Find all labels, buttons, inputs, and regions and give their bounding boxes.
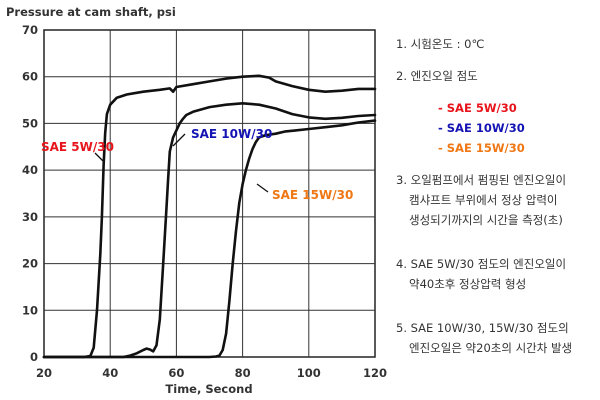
- x-tick-label-4: 100: [297, 366, 321, 380]
- series-10w30-leader: [172, 133, 186, 147]
- x-axis-label: Time, Second: [165, 382, 252, 396]
- note-measurement-line3: 생성되기까지의 시간을 측정(초): [409, 213, 563, 227]
- series-5w30-line: [42, 74, 377, 359]
- note-10w-15w-result-line2: 엔진오일은 약20초의 시간차 발생: [409, 341, 573, 355]
- notes-panel: 1. 시험온도 : 0℃ 2. 엔진오일 점도 - SAE 5W/30 - SA…: [396, 34, 596, 358]
- x-tick-label-2: 60: [168, 366, 184, 380]
- note-10w-15w-result-line1: 5. SAE 10W/30, 15W/30 점도의: [396, 321, 569, 335]
- y-axis-ticks: 0 10 20 30 40 50 60 70: [22, 23, 38, 364]
- note-5w30-result-line2: 약40초후 정상압력 형성: [409, 277, 527, 291]
- note-measurement-line1: 3. 오일펌프에서 펌핑된 엔진오일이: [396, 173, 567, 187]
- y-tick-label-2: 20: [22, 257, 38, 271]
- chart-title: Pressure at cam shaft, psi: [6, 5, 176, 19]
- grid: [44, 30, 375, 357]
- x-tick-label-5: 120: [363, 366, 387, 380]
- legend-item-10w30: - SAE 10W/30: [438, 121, 525, 135]
- x-tick-label-1: 40: [102, 366, 118, 380]
- note-5w30-result-line1: 4. SAE 5W/30 점도의 엔진오일이: [396, 257, 567, 271]
- series-15w30-line: [42, 119, 377, 359]
- y-tick-label-1: 10: [22, 303, 38, 317]
- note-test-temperature: 1. 시험온도 : 0℃: [396, 37, 485, 51]
- series-10w30-line: [42, 102, 377, 359]
- x-tick-label-0: 20: [36, 366, 52, 380]
- series-15w30-label: SAE 15W/30: [272, 188, 353, 202]
- series-labels: SAE 5W/30 SAE 10W/30 SAE 15W/30: [41, 127, 353, 202]
- note-oil-viscosity: 2. 엔진오일 점도: [396, 69, 478, 83]
- series-10w30-label: SAE 10W/30: [191, 127, 272, 141]
- x-axis-ticks: 20 40 60 80 100 120: [36, 366, 387, 380]
- y-tick-label-0: 0: [30, 350, 38, 364]
- series-5w30-label: SAE 5W/30: [41, 140, 114, 154]
- note-measurement-line2: 캠샤프트 부위에서 정상 압력이: [409, 193, 558, 207]
- legend-item-5w30: - SAE 5W/30: [438, 101, 517, 115]
- series-lines: [42, 74, 377, 359]
- y-tick-label-5: 50: [22, 116, 38, 130]
- y-tick-label-3: 30: [22, 210, 38, 224]
- x-tick-label-3: 80: [235, 366, 251, 380]
- pressure-chart: Pressure at cam shaft, psi 20 40 60 80 100 12…: [6, 5, 387, 396]
- legend-item-15w30: - SAE 15W/30: [438, 141, 525, 155]
- y-tick-label-4: 40: [22, 163, 38, 177]
- y-tick-label-7: 70: [22, 23, 38, 37]
- series-5w30-leader: [94, 152, 105, 163]
- y-tick-label-6: 60: [22, 70, 38, 84]
- series-15w30-leader: [256, 183, 269, 193]
